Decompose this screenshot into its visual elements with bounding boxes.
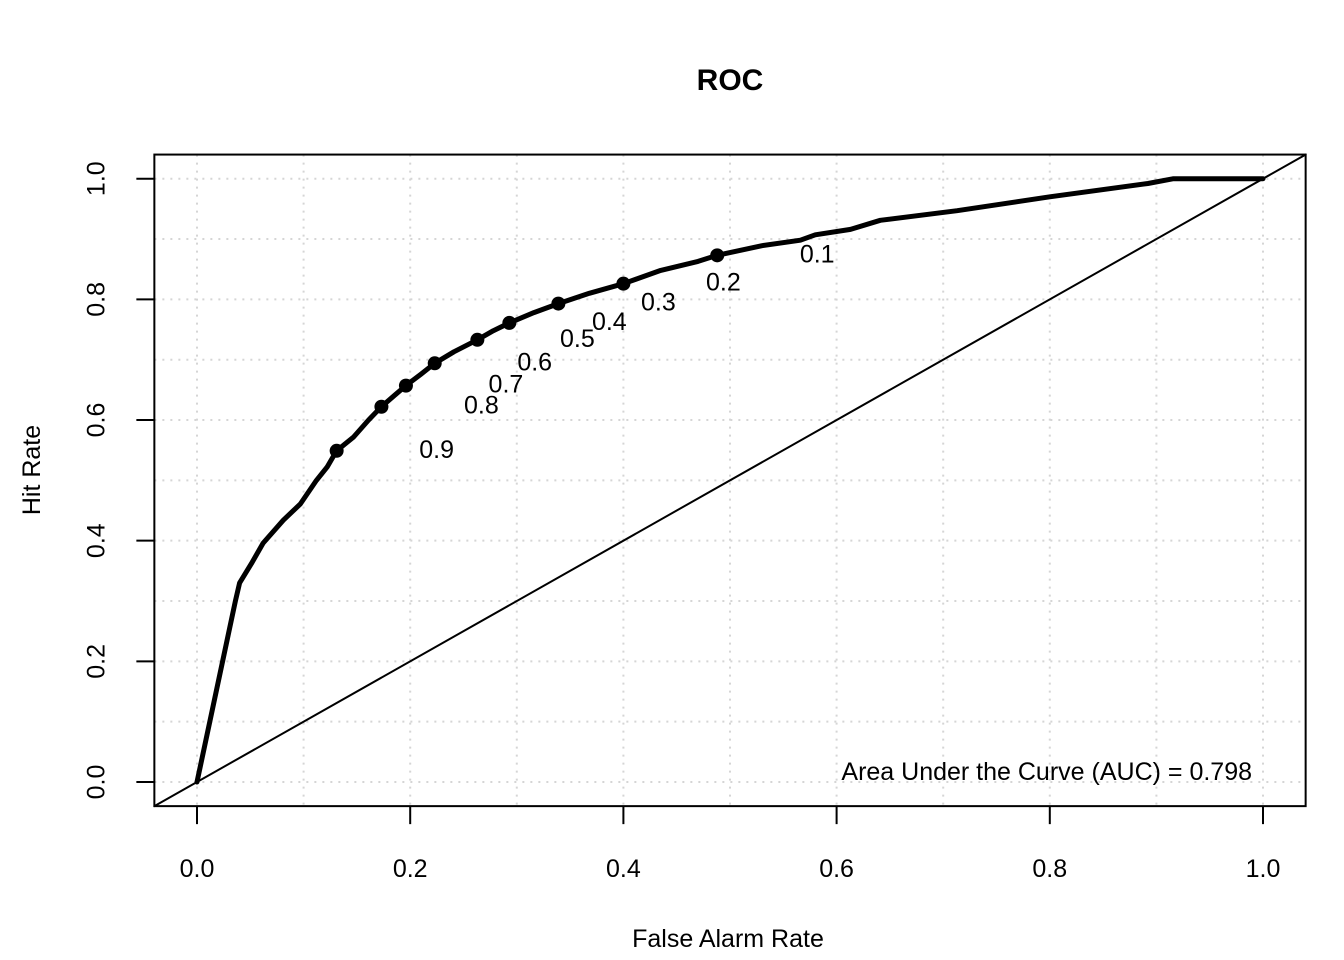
x-axis-tick-label: 0.8	[1032, 855, 1067, 883]
series-layer	[153, 153, 1307, 808]
y-axis-tick-label: 0.0	[82, 765, 110, 800]
x-axis-tick-label: 1.0	[1246, 855, 1281, 883]
plot-box-frame	[153, 153, 1307, 808]
roc-point-dot	[427, 356, 442, 371]
roc-point-dot	[470, 332, 485, 347]
roc-point-threshold-label: 0.7	[489, 371, 524, 399]
roc-point-threshold-label: 0.4	[592, 308, 627, 336]
roc-point-threshold-label: 0.1	[800, 240, 835, 268]
roc-point-threshold-label: 0.8	[464, 392, 499, 420]
y-axis-title: Hit Rate	[18, 425, 46, 515]
roc-point-dot	[374, 399, 389, 414]
x-axis-tick-label: 0.4	[606, 855, 641, 883]
axis-layer: 0.0 0.2 0.4 0.6 0.8 1.0 0.0 0.2 0.4 0.6 0.8 1.0	[82, 161, 1280, 883]
x-axis-tick-label: 0.0	[180, 855, 215, 883]
chance-diagonal-line	[153, 153, 1307, 808]
y-axis-tick-label: 0.8	[82, 282, 110, 317]
roc-point-dot	[551, 296, 566, 311]
roc-point-dot	[710, 248, 725, 263]
roc-point-threshold-label: 0.2	[706, 269, 741, 297]
marker-layer: 0.1 0.2 0.3 0.40.5 0.60.70.8 0.9	[329, 240, 835, 464]
x-axis-tick-label: 0.6	[819, 855, 854, 883]
roc-point-dot	[329, 443, 344, 458]
roc-point-dot	[502, 315, 517, 330]
y-axis-tick-label: 0.6	[82, 403, 110, 438]
y-axis-tick-label: 1.0	[82, 161, 110, 196]
y-axis-tick-label: 0.2	[82, 644, 110, 679]
x-axis-tick-label: 0.2	[393, 855, 428, 883]
x-axis-title: False Alarm Rate	[632, 925, 824, 953]
roc-point-threshold-label: 0.6	[517, 348, 552, 376]
y-axis-tick-label: 0.4	[82, 523, 110, 558]
roc-point-threshold-label: 0.5	[560, 325, 595, 353]
auc-annotation: Area Under the Curve (AUC) = 0.798	[841, 758, 1252, 786]
plot-title: ROC	[697, 64, 764, 97]
roc-point-dot	[616, 276, 631, 291]
roc-point-threshold-label: 0.9	[419, 436, 454, 464]
roc-curve-line	[194, 176, 1266, 785]
roc-point-dot	[398, 378, 413, 393]
roc-point-threshold-label: 0.3	[641, 289, 676, 317]
